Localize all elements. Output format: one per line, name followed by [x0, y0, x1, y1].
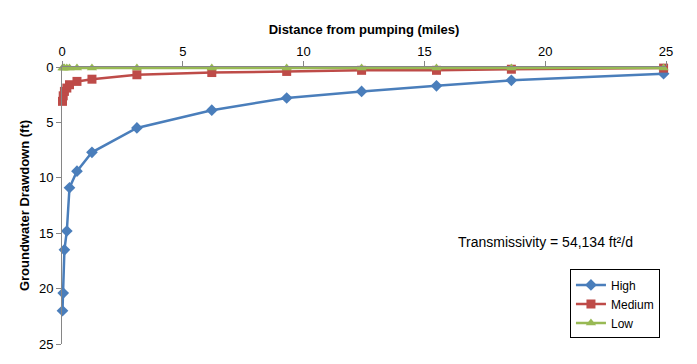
- svg-text:15: 15: [39, 226, 53, 241]
- svg-text:Low: Low: [611, 317, 633, 331]
- svg-text:Medium: Medium: [611, 298, 654, 312]
- svg-text:15: 15: [417, 44, 431, 59]
- svg-text:Groundwater Drawdown (ft): Groundwater Drawdown (ft): [17, 120, 32, 291]
- svg-text:20: 20: [39, 281, 53, 296]
- svg-text:High: High: [611, 279, 636, 293]
- svg-text:5: 5: [179, 44, 186, 59]
- svg-text:25: 25: [39, 337, 53, 352]
- svg-text:Transmissivity = 54,134 ft²/d: Transmissivity = 54,134 ft²/d: [458, 234, 633, 250]
- svg-text:10: 10: [296, 44, 310, 59]
- svg-text:Distance from pumping (miles): Distance from pumping (miles): [269, 22, 460, 37]
- svg-text:5: 5: [46, 115, 53, 130]
- svg-text:10: 10: [39, 170, 53, 185]
- svg-text:0: 0: [58, 44, 65, 59]
- svg-text:0: 0: [46, 60, 53, 75]
- svg-text:20: 20: [538, 44, 552, 59]
- svg-text:25: 25: [659, 44, 673, 59]
